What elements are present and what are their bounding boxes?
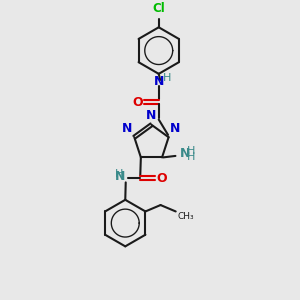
Text: O: O <box>132 96 142 109</box>
Text: H: H <box>187 152 196 161</box>
Text: N: N <box>154 75 164 88</box>
Text: N: N <box>115 170 125 183</box>
Text: H: H <box>163 73 171 83</box>
Text: N: N <box>170 122 181 136</box>
Text: H: H <box>115 169 123 179</box>
Text: N: N <box>180 147 190 160</box>
Text: Cl: Cl <box>152 2 165 15</box>
Text: O: O <box>157 172 167 185</box>
Text: N: N <box>146 109 156 122</box>
Text: N: N <box>122 122 133 136</box>
Text: CH₃: CH₃ <box>177 212 194 221</box>
Text: H: H <box>187 146 196 156</box>
